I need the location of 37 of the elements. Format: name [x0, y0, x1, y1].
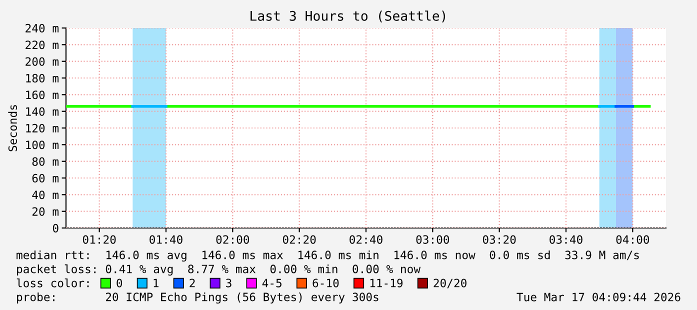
- y-tick-label: 200 m: [26, 57, 59, 66]
- x-tick-label: 02:20: [282, 235, 316, 244]
- y-tick-label: 240 m: [26, 24, 59, 33]
- y-tick-label: 100 m: [26, 140, 59, 150]
- y-tick-label: 140 m: [26, 107, 59, 116]
- y-tick-label: 80 m: [32, 157, 59, 166]
- legend-label: 2: [190, 278, 195, 288]
- y-tick-label: 40 m: [32, 190, 59, 200]
- text: median rtt: 146.0 ms avg 146.0 ms max 146.0 ms min 146.0 ms now 0.0 ms sd 33.9 M am/s: [16, 250, 639, 262]
- legend-title: loss color:: [16, 278, 89, 288]
- text: packet loss: 0.41 % avg 8.77 % max 0.00 % min 0.00 % now: [17, 264, 421, 276]
- legend-label: 11-19: [370, 278, 403, 288]
- text: probe: 20 ICMP Echo Pings (56 Bytes) every 300s: [17, 292, 378, 304]
- x-tick-label: 01:40: [150, 235, 182, 244]
- y-tick-label: 60 m: [32, 174, 59, 183]
- x-tick-label: 03:20: [482, 235, 516, 244]
- legend-label: 0: [116, 278, 122, 288]
- y-tick-label: 180 m: [26, 74, 59, 83]
- x-tick-label: 02:40: [350, 235, 382, 244]
- y-tick-label: 20 m: [32, 207, 59, 216]
- x-tick-label: 04:00: [616, 235, 650, 244]
- x-tick-label: 03:40: [550, 235, 582, 244]
- chart-title: Last 3 Hours to (Seattle): [250, 10, 446, 22]
- y-tick-label: 220 m: [26, 40, 59, 50]
- legend-label: 1: [154, 278, 158, 288]
- legend-label: 20/20: [434, 278, 466, 288]
- legend-label: 4-5: [262, 278, 282, 288]
- x-tick-label: 03:00: [416, 235, 450, 244]
- x-tick-label: 02:00: [216, 235, 250, 244]
- x-tick-label: 01:20: [82, 235, 116, 244]
- y-tick-label: 160 m: [26, 90, 59, 100]
- y-axis-title: Seconds: [8, 105, 18, 152]
- legend-label: 3: [226, 278, 232, 288]
- legend-label: 6-10: [312, 278, 339, 288]
- text: Tue Mar 17 04:09:44 2026: [516, 292, 680, 302]
- y-tick-label: 0: [52, 224, 58, 233]
- y-tick-label: 120 m: [26, 124, 59, 133]
